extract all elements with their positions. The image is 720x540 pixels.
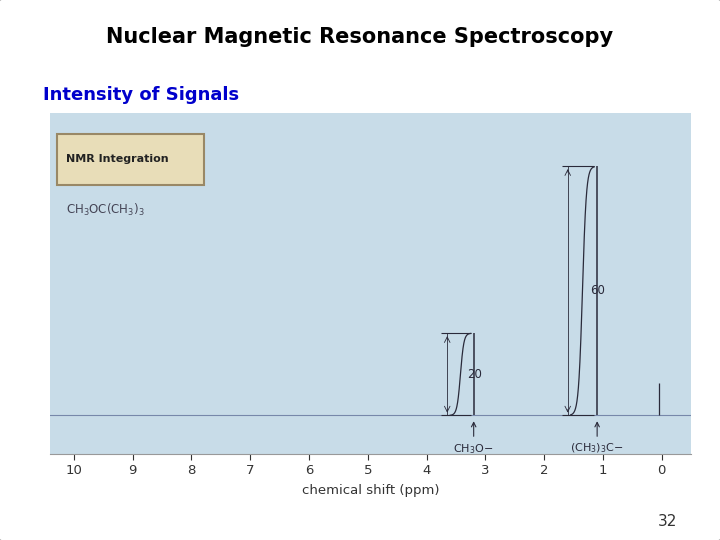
Text: Intensity of Signals: Intensity of Signals: [43, 86, 239, 104]
Text: CH$_3$O−: CH$_3$O−: [454, 422, 494, 456]
X-axis label: chemical shift (ppm): chemical shift (ppm): [302, 484, 439, 497]
Text: CH$_3$OC(CH$_3$)$_3$: CH$_3$OC(CH$_3$)$_3$: [66, 202, 145, 218]
Text: Nuclear Magnetic Resonance Spectroscopy: Nuclear Magnetic Resonance Spectroscopy: [107, 27, 613, 47]
Text: 60: 60: [590, 285, 605, 298]
Text: NMR Integration: NMR Integration: [66, 154, 169, 164]
FancyBboxPatch shape: [57, 134, 204, 185]
Text: (CH$_3$)$_3$C−: (CH$_3$)$_3$C−: [570, 422, 624, 455]
Text: 20: 20: [467, 368, 482, 381]
Text: 32: 32: [657, 514, 677, 529]
